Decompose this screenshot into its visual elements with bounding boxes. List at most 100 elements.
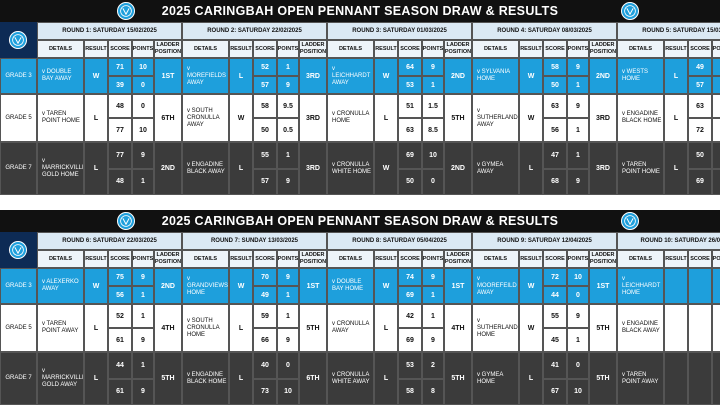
score: 52 (253, 58, 277, 76)
points: 10 (132, 118, 154, 142)
result: L (229, 304, 253, 352)
points: 9 (422, 58, 444, 76)
points: 9 (277, 168, 299, 195)
match-details: v SUTHERLAND HOME (472, 304, 519, 352)
points: 1 (712, 142, 720, 169)
result: L (229, 142, 253, 195)
score: 56 (543, 118, 567, 142)
points: 1 (712, 58, 720, 76)
score: 73 (253, 378, 277, 405)
result: W (374, 142, 398, 195)
result: L (84, 304, 108, 352)
score: 61 (108, 378, 132, 405)
score: 57 (253, 76, 277, 94)
ladder-position: 1ST (444, 268, 472, 304)
match-details: v CRONULLA AWAY (327, 304, 374, 352)
round-title: ROUND 1: SATURDAY 15/02/2025 (37, 22, 182, 40)
round-title: ROUND 2: SATURDAY 22/02/2025 (182, 22, 327, 40)
score: 45 (543, 328, 567, 352)
column-header: LADDER POSITION (299, 40, 327, 58)
column-header: POINTS (712, 250, 720, 268)
result: L (374, 352, 398, 405)
match-details: v WESTS HOME (617, 58, 664, 94)
score (688, 268, 712, 304)
grade-label: GRADE 3 (0, 268, 37, 304)
score: 75 (108, 268, 132, 286)
points: 9 (277, 268, 299, 286)
result: W (519, 58, 543, 94)
column-header: LADDER POSITION (154, 40, 182, 58)
ladder-position: 4TH (154, 304, 182, 352)
match-details: v MARRICKVILLE GOLD AWAY (37, 352, 84, 405)
match-details: v ENGADINE BLACK HOME (617, 94, 664, 142)
points: 9 (277, 328, 299, 352)
score: 51 (398, 94, 422, 118)
score: 59 (253, 304, 277, 328)
result: L (664, 58, 688, 94)
score: 47 (543, 142, 567, 169)
round-title: ROUND 8: SATURDAY 05/04/2025 (327, 232, 472, 250)
column-header: POINTS (422, 40, 444, 58)
result: W (519, 268, 543, 304)
column-header: DETAILS (327, 250, 374, 268)
match-details: v ENGADINE BLACK AWAY (182, 142, 229, 195)
column-header: RESULT (229, 40, 253, 58)
result: L (84, 142, 108, 195)
match-details: v MARRICKVILLE GOLD HOME (37, 142, 84, 195)
score: 53 (398, 352, 422, 379)
match-details: v DOUBLE BAY HOME (327, 268, 374, 304)
result: L (374, 304, 398, 352)
score: 48 (108, 94, 132, 118)
result (664, 304, 688, 352)
score: 48 (108, 168, 132, 195)
column-header: POINTS (277, 250, 299, 268)
ladder-position: 5TH (444, 352, 472, 405)
score: 69 (398, 286, 422, 304)
points: 0 (567, 352, 589, 379)
points: 2 (422, 352, 444, 379)
score: 77 (108, 142, 132, 169)
score: 69 (398, 142, 422, 169)
points: 9 (567, 304, 589, 328)
ladder-position: 5TH (299, 304, 327, 352)
match-details: v ENGADINE BLACK HOME (182, 352, 229, 405)
score: 63 (543, 94, 567, 118)
column-header: DETAILS (617, 250, 664, 268)
club-logo (9, 31, 27, 49)
score: 77 (108, 118, 132, 142)
points: 10 (422, 142, 444, 169)
score: 72 (543, 268, 567, 286)
club-logo (9, 241, 27, 259)
grade-label: GRADE 5 (0, 94, 37, 142)
result: L (229, 58, 253, 94)
score: 52 (108, 304, 132, 328)
ladder-position: 1ST (299, 268, 327, 304)
score: 74 (398, 268, 422, 286)
result: L (519, 352, 543, 405)
match-details: v MOREFIELDS AWAY (182, 58, 229, 94)
ladder-position: 5TH (589, 304, 617, 352)
score: 58 (398, 378, 422, 405)
points: 9 (132, 142, 154, 169)
score (688, 352, 712, 405)
result: W (229, 268, 253, 304)
points: 1 (567, 142, 589, 169)
points: 10 (567, 378, 589, 405)
column-header: RESULT (84, 40, 108, 58)
result (664, 352, 688, 405)
points: 1 (132, 304, 154, 328)
column-header: POINTS (132, 40, 154, 58)
column-header: DETAILS (37, 250, 84, 268)
points: 1 (277, 286, 299, 304)
column-header: SCORE (108, 40, 132, 58)
points: 1 (422, 286, 444, 304)
column-header: SCORE (543, 40, 567, 58)
column-header: POINTS (132, 250, 154, 268)
points (712, 268, 720, 304)
column-header: SCORE (543, 250, 567, 268)
column-header: SCORE (253, 250, 277, 268)
match-details: v CRONULLA HOME (327, 94, 374, 142)
match-details: v GYMEA AWAY (472, 142, 519, 195)
score: 39 (108, 76, 132, 94)
score: 69 (398, 328, 422, 352)
